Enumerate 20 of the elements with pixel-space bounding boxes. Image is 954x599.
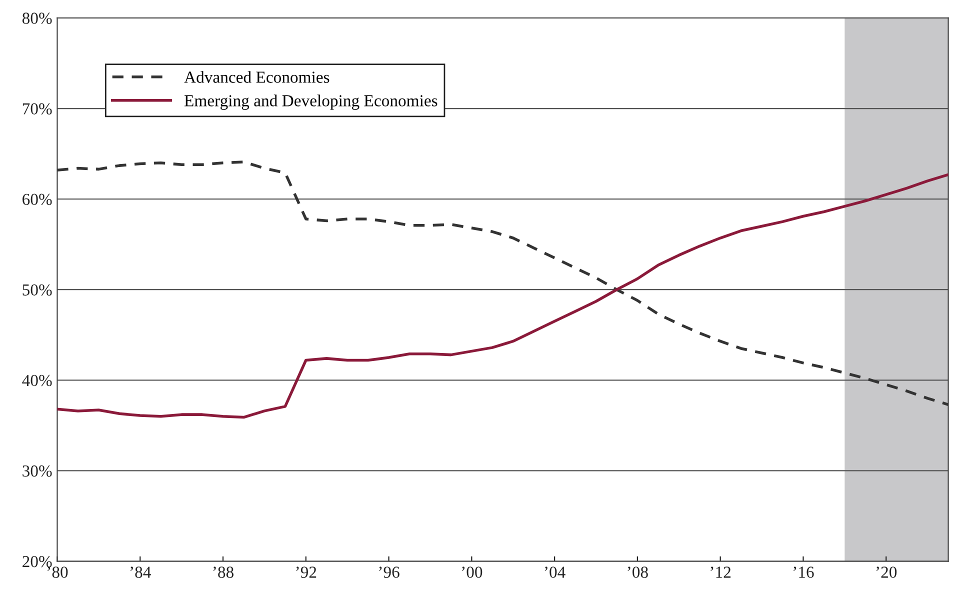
- x-tick-label: ’80: [48, 566, 68, 578]
- y-tick-label: 80%: [22, 12, 52, 24]
- x-tick-label: ’84: [130, 566, 151, 578]
- x-tick-label: ’08: [628, 566, 648, 578]
- x-tick-label: ’88: [213, 566, 234, 578]
- legend-label: Emerging and Developing Economies: [184, 94, 438, 110]
- x-tick-label: ’92: [296, 566, 316, 578]
- x-tick-label: ’00: [462, 566, 482, 578]
- y-tick-label: 30%: [22, 465, 52, 477]
- y-tick-label: 70%: [22, 103, 52, 115]
- x-tick-label: ’16: [794, 566, 814, 578]
- y-tick-label: 50%: [22, 284, 52, 296]
- y-tick-label: 20%: [22, 556, 52, 568]
- x-tick-label: ’20: [876, 566, 897, 578]
- x-tick-label: ’04: [544, 566, 566, 578]
- x-tick-label: ’96: [379, 566, 400, 578]
- legend-label: Advanced Economies: [184, 71, 330, 83]
- y-tick-label: 60%: [22, 194, 52, 206]
- x-tick-label: ’12: [710, 566, 731, 578]
- y-tick-label: 40%: [22, 374, 52, 386]
